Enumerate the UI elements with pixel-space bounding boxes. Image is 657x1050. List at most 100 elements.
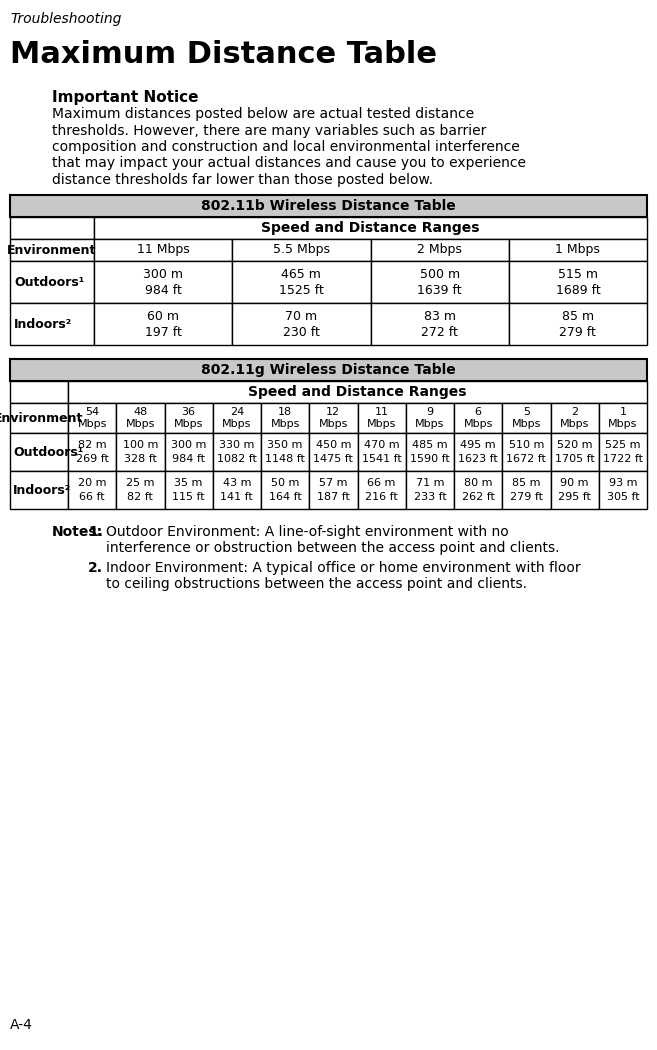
Text: 43 m: 43 m [223,478,251,488]
Text: 12: 12 [327,407,340,417]
Text: 1525 ft: 1525 ft [279,284,324,296]
Bar [10,381,68,403]
Text: 66 ft: 66 ft [79,492,105,502]
Text: 36: 36 [181,407,196,417]
Text: Mbps: Mbps [463,419,493,429]
Text: Mbps: Mbps [415,419,445,429]
Text: 465 m: 465 m [281,268,321,280]
Text: 1.: 1. [88,525,103,539]
Text: 11 Mbps: 11 Mbps [137,244,189,256]
Text: 1475 ft: 1475 ft [313,454,353,464]
Text: Mbps: Mbps [367,419,396,429]
Text: Important Notice: Important Notice [52,90,198,105]
Bar [94,261,233,303]
Bar [309,403,357,433]
Bar [551,403,599,433]
Text: 2 Mbps: 2 Mbps [417,244,462,256]
Bar [509,303,647,345]
Text: 1590 ft: 1590 ft [410,454,450,464]
Bar [94,217,647,239]
Bar [454,471,502,509]
Text: 54: 54 [85,407,99,417]
Text: 515 m: 515 m [558,268,598,280]
Text: 2: 2 [571,407,578,417]
Bar [551,471,599,509]
Text: 984 ft: 984 ft [172,454,205,464]
Bar [454,403,502,433]
Bar [10,403,68,433]
Text: Indoors²: Indoors² [14,317,72,331]
Text: that may impact your actual distances and cause you to experience: that may impact your actual distances an… [52,156,526,170]
Bar [164,433,213,471]
Bar [233,239,371,261]
Bar [551,433,599,471]
Text: 115 ft: 115 ft [172,492,205,502]
Bar [10,471,68,509]
Bar [233,261,371,303]
Text: 80 m: 80 m [464,478,492,488]
Text: 279 ft: 279 ft [510,492,543,502]
Text: 1623 ft: 1623 ft [458,454,498,464]
Text: 164 ft: 164 ft [269,492,302,502]
Text: 269 ft: 269 ft [76,454,108,464]
Text: composition and construction and local environmental interference: composition and construction and local e… [52,140,520,154]
Text: Speed and Distance Ranges: Speed and Distance Ranges [248,385,466,399]
Text: Troubleshooting: Troubleshooting [10,12,122,26]
Bar [371,261,509,303]
Text: 1 Mbps: 1 Mbps [555,244,600,256]
Text: 300 m: 300 m [143,268,183,280]
Text: 187 ft: 187 ft [317,492,350,502]
Text: 230 ft: 230 ft [283,326,320,338]
Text: 90 m: 90 m [560,478,589,488]
Text: Mbps: Mbps [78,419,107,429]
Text: 83 m: 83 m [424,310,455,322]
Bar [68,381,647,403]
Bar [357,471,406,509]
Text: 295 ft: 295 ft [558,492,591,502]
Bar [10,303,94,345]
Text: 1082 ft: 1082 ft [217,454,257,464]
Text: Mbps: Mbps [608,419,637,429]
Bar [309,471,357,509]
Text: Environment: Environment [7,244,97,256]
Bar [213,403,261,433]
Text: 57 m: 57 m [319,478,348,488]
Bar [94,239,233,261]
Text: Maximum Distance Table: Maximum Distance Table [10,40,437,69]
Text: 20 m: 20 m [78,478,106,488]
Bar [68,471,116,509]
Text: 1541 ft: 1541 ft [362,454,401,464]
Text: 60 m: 60 m [147,310,179,322]
Bar [502,471,551,509]
Text: 85 m: 85 m [562,310,594,322]
Bar [10,217,94,239]
Bar [261,403,309,433]
Bar [509,239,647,261]
Bar [68,433,116,471]
Text: 35 m: 35 m [175,478,203,488]
Bar [116,471,164,509]
Text: 197 ft: 197 ft [145,326,181,338]
Text: 485 m: 485 m [412,440,447,450]
Text: 1705 ft: 1705 ft [555,454,595,464]
Text: 24: 24 [230,407,244,417]
Text: 11: 11 [374,407,389,417]
Text: distance thresholds far lower than those posted below.: distance thresholds far lower than those… [52,173,433,187]
Text: 25 m: 25 m [126,478,154,488]
Bar [10,261,94,303]
Bar [164,403,213,433]
Bar [261,471,309,509]
Text: 305 ft: 305 ft [606,492,639,502]
Text: 328 ft: 328 ft [124,454,157,464]
Bar [233,303,371,345]
Text: to ceiling obstructions between the access point and clients.: to ceiling obstructions between the acce… [106,578,527,591]
Bar [94,303,233,345]
Text: thresholds. However, there are many variables such as barrier: thresholds. However, there are many vari… [52,124,486,138]
Text: 300 m: 300 m [171,440,206,450]
Bar [116,433,164,471]
Text: 272 ft: 272 ft [421,326,458,338]
Text: 450 m: 450 m [315,440,351,450]
Text: 2.: 2. [88,561,103,575]
Bar [164,471,213,509]
Text: 330 m: 330 m [219,440,254,450]
